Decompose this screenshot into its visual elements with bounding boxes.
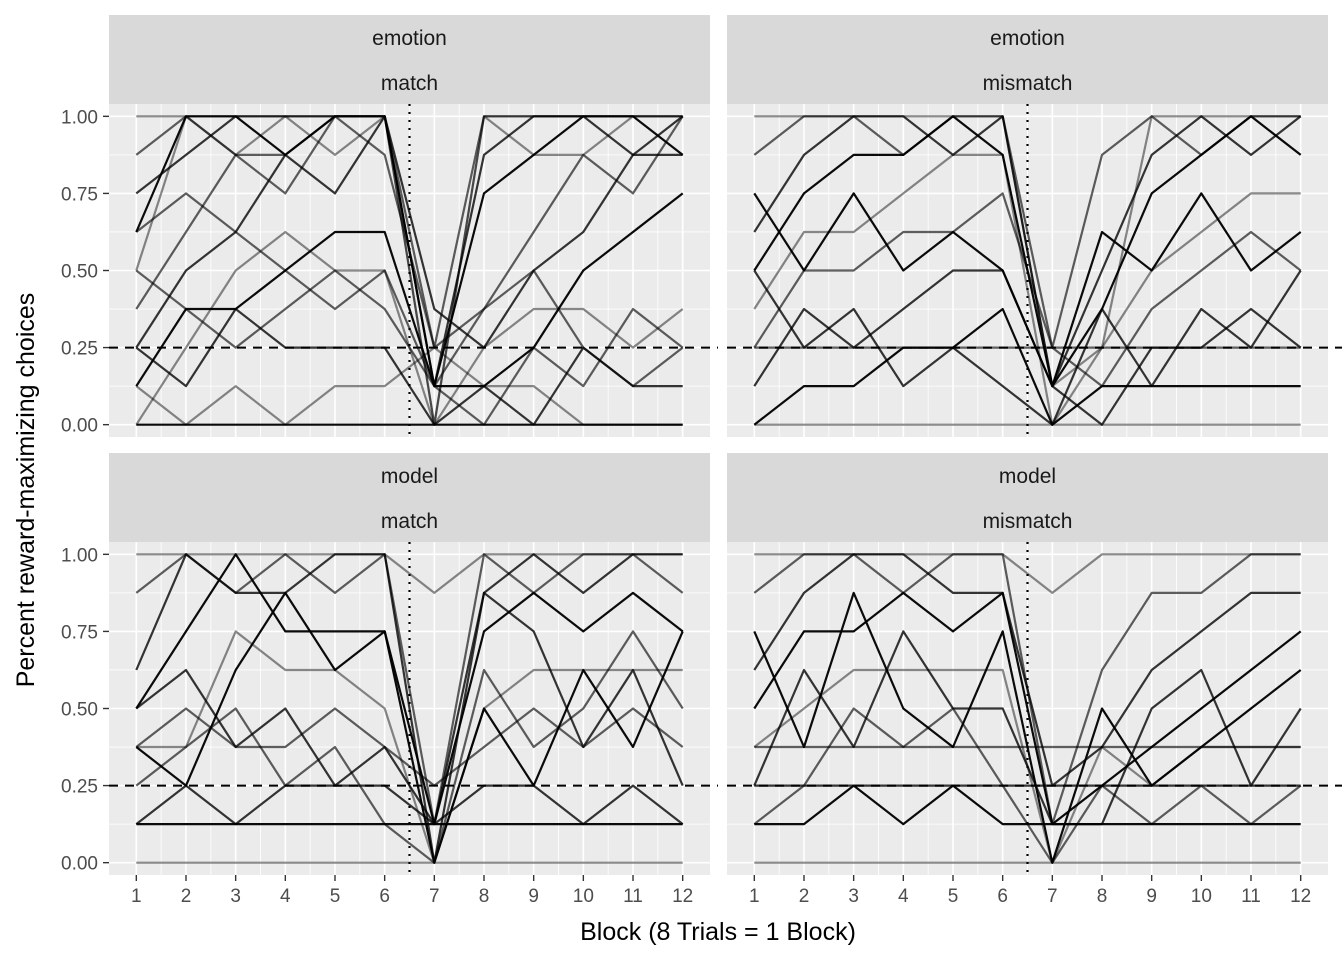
x-tick-label: 12 <box>672 886 693 907</box>
y-tick-label: 0.00 <box>61 416 98 437</box>
x-tick-label: 1 <box>749 886 760 907</box>
facet-strip <box>109 453 710 542</box>
x-tick-label: 9 <box>1146 886 1157 907</box>
participant-line <box>135 784 684 826</box>
participant-line <box>753 192 1302 388</box>
y-tick-label: 0.00 <box>61 854 98 875</box>
facet-panel: emotion match 0.00 0.25 0.50 0.75 1.00 <box>61 15 718 437</box>
y-tick-label: 0.25 <box>61 339 98 360</box>
series-group <box>135 553 684 864</box>
strip-label: match <box>381 72 438 95</box>
participant-line <box>135 115 683 349</box>
x-tick-label: 7 <box>1047 886 1058 907</box>
strip-label: emotion <box>372 27 447 50</box>
x-tick-label: 5 <box>330 886 341 907</box>
strip-label: match <box>381 510 438 533</box>
x-tick-label: 11 <box>1241 886 1261 907</box>
facet-strip <box>727 453 1328 542</box>
y-tick-label: 1.00 <box>61 545 98 566</box>
x-tick-label: 8 <box>1097 886 1108 907</box>
participant-line <box>753 553 1301 787</box>
y-tick-label: 1.00 <box>61 107 98 128</box>
y-tick-label: 0.75 <box>61 622 98 643</box>
facet-panel: emotion mismatch <box>727 15 1342 437</box>
x-axis-title: Block (8 Trials = 1 Block) <box>580 918 856 946</box>
participant-line <box>135 115 683 426</box>
participant-line <box>753 591 1302 826</box>
participant-line <box>135 591 684 864</box>
x-tick-label: 4 <box>898 886 909 907</box>
participant-line <box>135 630 684 864</box>
participant-line <box>135 553 683 864</box>
participant-line <box>753 707 1302 864</box>
x-tick-label: 12 <box>1290 886 1311 907</box>
participant-line <box>753 591 1302 864</box>
x-tick-label: 7 <box>429 886 440 907</box>
strip-label: emotion <box>990 27 1065 50</box>
x-tick-label: 10 <box>1191 886 1212 907</box>
participant-line <box>753 115 1302 388</box>
participant-line <box>135 591 684 826</box>
y-axis-title: Percent reward-maximizing choices <box>12 293 40 688</box>
x-tick-label: 8 <box>479 886 490 907</box>
facet-strip <box>727 15 1328 104</box>
x-tick-label: 2 <box>181 886 192 907</box>
participant-line <box>753 307 1301 426</box>
strip-label: mismatch <box>983 72 1073 95</box>
x-tick-label: 1 <box>131 886 142 907</box>
x-tick-label: 9 <box>528 886 539 907</box>
x-tick-label: 11 <box>623 886 643 907</box>
x-tick-label: 5 <box>948 886 959 907</box>
x-tick-label: 10 <box>573 886 594 907</box>
x-tick-label: 3 <box>230 886 241 907</box>
participant-line <box>135 115 684 349</box>
x-tick-label: 4 <box>280 886 291 907</box>
participant-line <box>135 346 683 426</box>
strip-label: mismatch <box>983 510 1073 533</box>
y-tick-label: 0.75 <box>61 184 98 205</box>
x-tick-label: 3 <box>848 886 859 907</box>
series-group <box>753 115 1302 426</box>
y-tick-label: 0.50 <box>61 700 98 721</box>
strip-label: model <box>381 465 438 488</box>
x-tick-label: 6 <box>997 886 1008 907</box>
x-tick-label: 2 <box>799 886 810 907</box>
participant-line <box>753 269 1302 426</box>
facet-strip <box>109 15 710 104</box>
y-tick-label: 0.50 <box>61 262 98 283</box>
participant-line <box>135 192 684 388</box>
y-tick-label: 0.25 <box>61 777 98 798</box>
x-tick-label: 6 <box>379 886 390 907</box>
participant-line <box>135 269 684 426</box>
strip-label: model <box>999 465 1056 488</box>
